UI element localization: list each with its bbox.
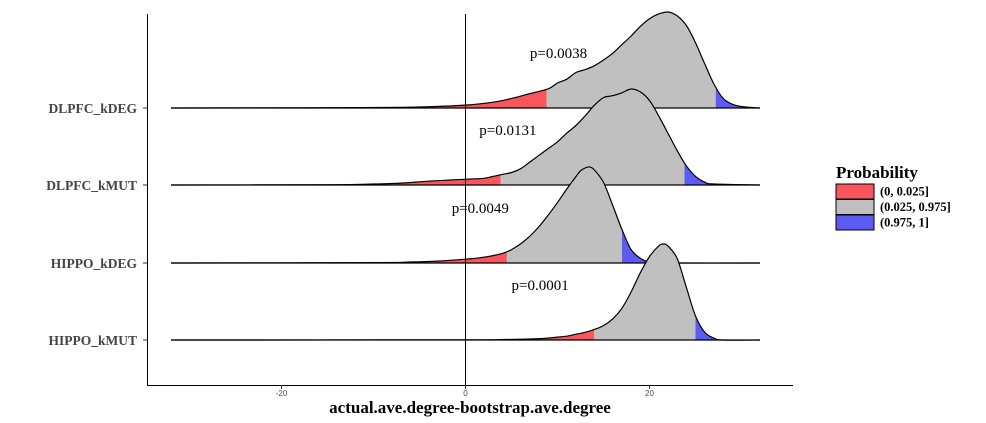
DLPFC_kDEG-p-value-label: p=0.0038 [530, 46, 587, 62]
x-axis-ticks: -20 0 20 [276, 385, 654, 398]
DLPFC_kDEG-lower-tail-fill [171, 89, 547, 108]
y-tick-label-HIPPO_kMUT: HIPPO_kMUT [48, 333, 137, 348]
legend-key-2 [835, 214, 875, 231]
legend-items: (0, 0.025](0.025, 0.975] (0.975, 1] [835, 183, 951, 231]
DLPFC_kMUT-density-curve [171, 88, 760, 186]
x-tick-label--20: -20 [276, 389, 288, 398]
legend-title: Probability [836, 163, 918, 182]
x-tick-label-20: 20 [645, 389, 654, 398]
y-tick-label-DLPFC_kMUT: DLPFC_kMUT [46, 178, 137, 193]
DLPFC_kDEG-upper-tail-fill [715, 86, 760, 108]
y-axis-category-labels: DLPFC_kDEG DLPFC_kMUT HIPPO_kDEG HIPPO_kMUT [46, 101, 147, 348]
legend-label-2: (0.975, 1] [880, 216, 929, 230]
x-axis-title: actual.ave.degree-bootstrap.ave.degree [329, 398, 611, 417]
x-tick-label-0: 0 [463, 389, 468, 398]
ridges-layer [171, 11, 760, 341]
HIPPO_kMUT-upper-tail-fill [695, 316, 760, 341]
DLPFC_kDEG-density-curve [171, 11, 760, 109]
legend-label-1: (0.025, 0.975] [880, 200, 951, 214]
HIPPO_kMUT-lower-tail-fill [171, 329, 595, 340]
HIPPO_kDEG-p-value-label: p=0.0049 [452, 201, 509, 217]
legend-key-1 [835, 199, 875, 215]
legend-key-0 [835, 183, 875, 200]
DLPFC_kMUT-upper-tail-fill [684, 162, 760, 185]
DLPFC_kMUT-p-value-label: p=0.0131 [479, 123, 536, 139]
HIPPO_kMUT-middle-fill [594, 243, 696, 340]
legend-label-0: (0, 0.025] [880, 185, 929, 199]
legend: Probability (0, 0.025](0.025, 0.975] (0.9… [835, 163, 951, 231]
HIPPO_kDEG-middle-fill [506, 166, 622, 263]
HIPPO_kMUT-density-curve [171, 243, 760, 341]
DLPFC_kDEG-middle-fill [546, 11, 716, 109]
HIPPO_kMUT-p-value-label: p=0.0001 [512, 278, 569, 294]
HIPPO_kDEG-upper-tail-fill [621, 229, 760, 264]
HIPPO_kDEG-lower-tail-fill [171, 251, 507, 263]
p-value-annotations: p=0.0038 p=0.0131 p=0.0049 p=0.0001 [452, 46, 587, 294]
y-tick-label-HIPPO_kDEG: HIPPO_kDEG [51, 256, 138, 271]
ridge-HIPPO_kDEG [171, 166, 760, 264]
DLPFC_kMUT-middle-fill [500, 88, 685, 185]
y-tick-label-DLPFC_kDEG: DLPFC_kDEG [48, 101, 137, 116]
HIPPO_kDEG-density-curve [171, 166, 760, 264]
